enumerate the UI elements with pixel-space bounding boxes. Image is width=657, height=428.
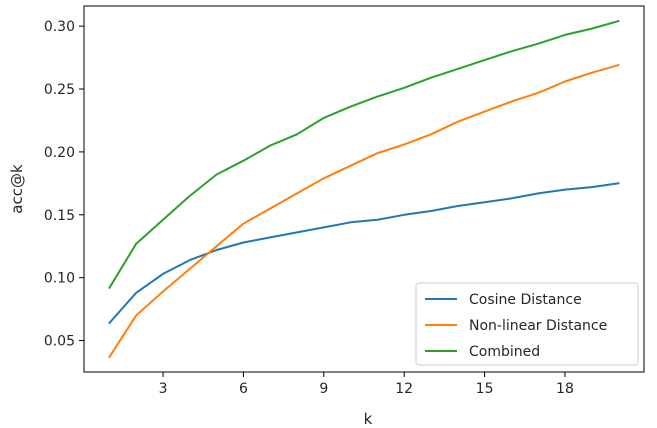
x-axis-label: k (364, 410, 373, 428)
series-layer (108, 19, 620, 359)
y-tick-label: 0.15 (44, 208, 75, 224)
plot-frame (83, 5, 645, 373)
y-tick-label: 0.05 (44, 334, 75, 350)
legend-label-non-linear-distance: Non-linear Distance (469, 318, 607, 334)
x-tick-label: 15 (476, 381, 494, 397)
y-tick-label: 0.25 (44, 82, 75, 98)
y-axis-ticks: 0.05 0.10 0.15 0.20 0.25 0.30 (44, 19, 84, 350)
y-tick-label: 0.30 (44, 19, 75, 35)
legend-box (415, 282, 639, 366)
legend: Cosine Distance Non-linear Distance Comb… (415, 282, 639, 366)
legend-label-combined: Combined (469, 344, 540, 360)
x-tick-label: 3 (159, 381, 168, 397)
x-tick-label: 12 (395, 381, 413, 397)
x-tick-label: 9 (319, 381, 328, 397)
series-line-non-linear-distance (108, 63, 620, 359)
series-line-combined (108, 19, 620, 290)
x-tick-label: 18 (556, 381, 574, 397)
y-tick-label: 0.10 (44, 271, 75, 287)
y-tick-label: 0.20 (44, 145, 75, 161)
x-tick-label: 6 (239, 381, 248, 397)
y-axis-label: acc@k (8, 164, 26, 214)
series-line-cosine-distance (108, 182, 620, 325)
x-axis-ticks: 3 6 9 12 15 18 (159, 372, 574, 397)
legend-label-cosine-distance: Cosine Distance (469, 292, 582, 308)
